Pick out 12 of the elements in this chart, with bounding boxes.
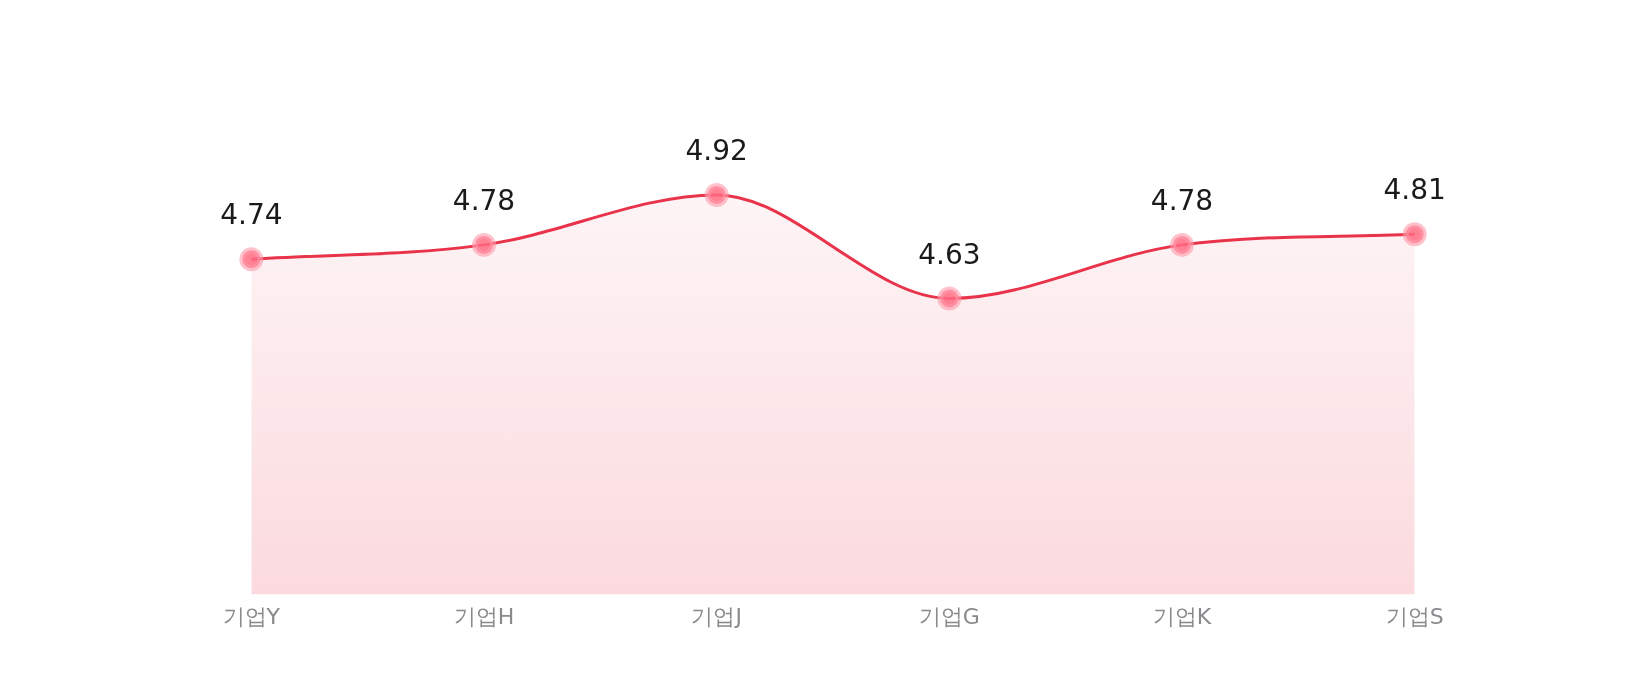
data-label: 4.74 <box>220 198 283 232</box>
data-label: 4.92 <box>685 134 748 168</box>
data-label: 4.81 <box>1383 173 1446 207</box>
data-label: 4.63 <box>918 237 981 271</box>
data-label: 4.78 <box>1150 184 1214 218</box>
data-label: 4.78 <box>452 184 516 218</box>
x-tick-label: 기업G <box>918 603 980 629</box>
x-tick-label: 기업S <box>1385 603 1444 629</box>
x-tick-label: 기업K <box>1152 603 1212 629</box>
x-tick-label: 기업J <box>691 603 742 629</box>
x-tick-label: 기업H <box>453 603 515 629</box>
x-tick-label: 기업Y <box>222 603 281 629</box>
